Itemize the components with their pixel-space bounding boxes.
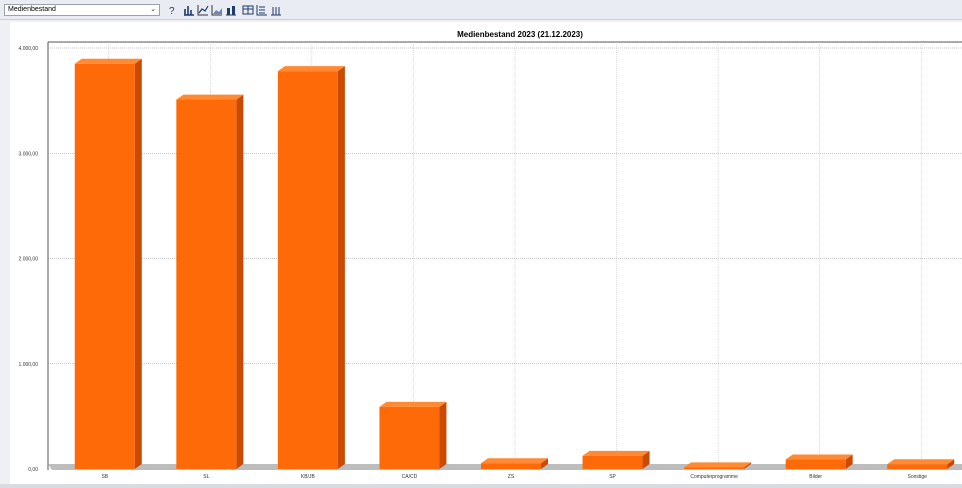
x-tick-label: Computerprogramme — [690, 474, 738, 480]
bar — [481, 463, 541, 469]
list-view-icon[interactable] — [256, 4, 268, 16]
column-view-icon[interactable] — [270, 4, 282, 16]
bar-8 — [887, 459, 954, 469]
help-icon[interactable]: ? — [166, 4, 178, 16]
bar-top — [481, 458, 548, 463]
stacked-chart-icon[interactable] — [225, 4, 237, 16]
status-bar — [0, 484, 962, 488]
bar — [75, 64, 135, 469]
chart-area: 0,00 1.000,00 2.000,00 3.000,00 4.000,00 SB SL… — [10, 22, 962, 484]
chart-title: Medienbestand 2023 (21.12.2023) — [457, 30, 583, 39]
bar-top — [176, 95, 243, 100]
bar-side — [439, 402, 446, 469]
y-tick-label: 0,00 — [28, 467, 38, 473]
bar-side — [338, 66, 345, 469]
bar — [887, 464, 947, 469]
bar-4 — [481, 458, 548, 469]
x-tick-label: SL — [203, 474, 209, 480]
bar-chart-icon[interactable] — [183, 4, 195, 16]
bar-top — [786, 455, 853, 460]
table-view-icon[interactable] — [242, 4, 254, 16]
bar — [278, 71, 338, 469]
bar-top — [887, 459, 954, 464]
x-tick-label: Bilder — [809, 474, 822, 480]
bar-7 — [786, 455, 853, 469]
toolbar: Medienbestand ⌄ ? — [0, 0, 962, 20]
bar-top — [75, 59, 142, 64]
y-tick-label: 2.000,00 — [19, 257, 39, 263]
x-tick-label: KB/JB — [301, 474, 316, 480]
line-chart-icon[interactable] — [197, 4, 209, 16]
bar — [786, 460, 846, 469]
chevron-down-icon[interactable]: ⌄ — [148, 5, 158, 15]
bar-top — [379, 402, 446, 407]
bar-0 — [75, 59, 142, 469]
y-tick-label: 4.000,00 — [19, 46, 39, 52]
x-tick-label: ZS — [508, 474, 515, 480]
bar-chart: 0,00 1.000,00 2.000,00 3.000,00 4.000,00 SB SL… — [10, 22, 962, 484]
bar-top — [684, 462, 751, 467]
bar — [583, 456, 643, 469]
bar-top — [278, 66, 345, 71]
bar-2 — [278, 66, 345, 469]
dataset-select-value: Medienbestand — [8, 6, 56, 13]
bar-3 — [379, 402, 446, 469]
bar-side — [135, 59, 142, 469]
x-tick-label: Sonstige — [907, 474, 927, 480]
x-tick-label: SB — [101, 474, 108, 480]
bar — [176, 100, 236, 469]
bar-5 — [583, 451, 650, 469]
x-tick-label: SP — [609, 474, 616, 480]
y-tick-label: 1.000,00 — [19, 362, 39, 368]
svg-text:?: ? — [169, 6, 175, 16]
bar-top — [583, 451, 650, 456]
bar-1 — [176, 95, 243, 469]
bar-6 — [684, 462, 751, 469]
bar — [684, 467, 744, 469]
area-chart-icon[interactable] — [211, 4, 223, 16]
x-tick-label: CA/CD — [402, 474, 418, 480]
dataset-select[interactable]: Medienbestand ⌄ — [4, 4, 160, 16]
y-tick-label: 3.000,00 — [19, 151, 39, 157]
bar — [379, 407, 439, 469]
bar-side — [236, 95, 243, 469]
